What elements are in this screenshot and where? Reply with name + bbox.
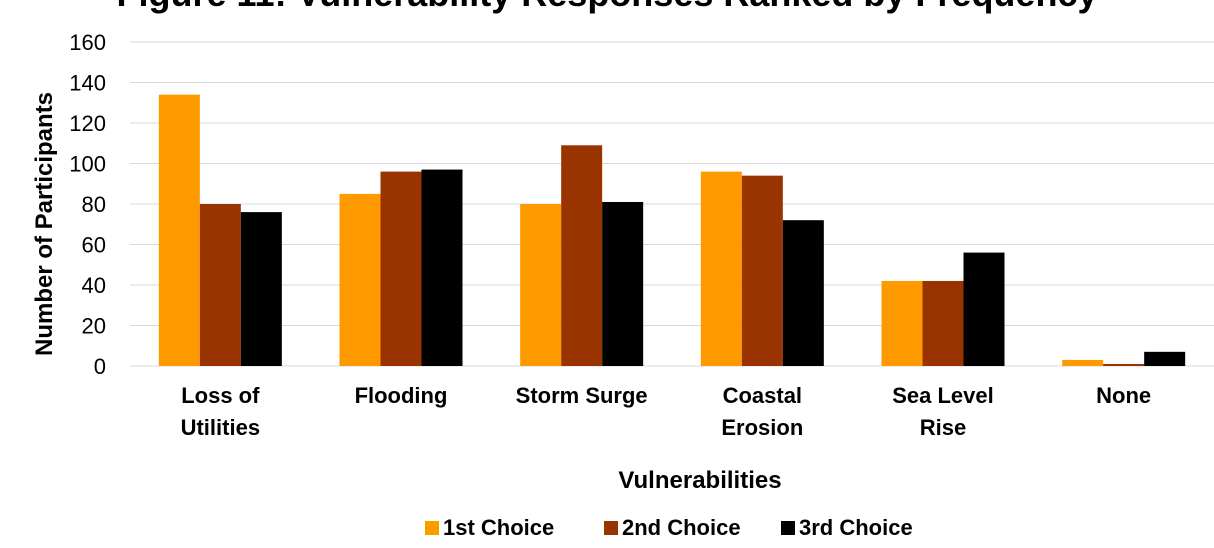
x-category-label-line: Erosion bbox=[721, 415, 803, 440]
y-tick-label: 40 bbox=[82, 273, 106, 298]
x-category-label-line: Rise bbox=[920, 415, 966, 440]
y-tick-labels: 0 20 40 60 80 100 120 140 160 bbox=[69, 30, 106, 379]
bar-3-3 bbox=[602, 201, 644, 366]
bar-3-1 bbox=[240, 212, 282, 366]
y-axis-title: Number of Participants bbox=[31, 92, 58, 356]
bar-2-4 bbox=[741, 175, 783, 366]
x-category-label-line: Sea Level bbox=[892, 383, 994, 408]
bar-3-2 bbox=[421, 169, 463, 366]
chart-title: Figure 11: Vulnerability Responses Ranke… bbox=[117, 0, 1098, 14]
bar-2-5 bbox=[922, 280, 964, 366]
y-tick-label: 100 bbox=[69, 152, 106, 177]
bar-1-1 bbox=[158, 94, 200, 367]
bar-2-6 bbox=[1103, 363, 1145, 366]
bar-1-4 bbox=[700, 171, 742, 366]
legend: 1st Choice 2nd Choice 3rd Choice bbox=[425, 515, 913, 540]
bar-3-6 bbox=[1144, 351, 1186, 366]
y-tick-label: 160 bbox=[69, 30, 106, 55]
x-category-label-line: Storm Surge bbox=[516, 383, 648, 408]
bar-2-2 bbox=[380, 171, 422, 366]
x-category-label: Loss of Utilities bbox=[181, 383, 261, 440]
x-axis-title: Vulnerabilities bbox=[618, 467, 781, 494]
legend-label: 1st Choice bbox=[443, 515, 554, 540]
bar-2-3 bbox=[561, 145, 603, 366]
x-category-label: Coastal Erosion bbox=[721, 383, 803, 440]
y-tick-label: 120 bbox=[69, 111, 106, 136]
bar-2-1 bbox=[199, 204, 241, 366]
bar-1-3 bbox=[520, 204, 562, 366]
x-category-label: Storm Surge bbox=[516, 383, 648, 408]
x-category-label-line: Utilities bbox=[181, 415, 260, 440]
x-category-label-line: None bbox=[1096, 383, 1151, 408]
bars bbox=[158, 94, 1186, 367]
bar-1-5 bbox=[881, 280, 923, 366]
x-category-label-line: Flooding bbox=[355, 383, 448, 408]
bar-1-2 bbox=[339, 193, 381, 366]
x-category-label: None bbox=[1096, 383, 1151, 408]
legend-swatch bbox=[425, 521, 439, 535]
legend-label: 3rd Choice bbox=[799, 515, 913, 540]
legend-swatch bbox=[781, 521, 795, 535]
bar-3-5 bbox=[963, 252, 1005, 366]
y-tick-label: 20 bbox=[82, 314, 106, 339]
x-category-labels: Loss of Utilities Flooding Storm Surge Coast… bbox=[181, 383, 1152, 440]
x-category-label: Sea Level Rise bbox=[892, 383, 994, 440]
gridlines bbox=[130, 41, 1214, 367]
x-category-label: Flooding bbox=[355, 383, 448, 408]
bar-1-6 bbox=[1062, 359, 1104, 366]
y-tick-label: 60 bbox=[82, 233, 106, 258]
legend-label: 2nd Choice bbox=[622, 515, 741, 540]
y-tick-label: 0 bbox=[94, 354, 106, 379]
y-tick-label: 80 bbox=[82, 192, 106, 217]
x-category-label-line: Loss of bbox=[181, 383, 260, 408]
x-category-label-line: Coastal bbox=[723, 383, 802, 408]
bar-3-4 bbox=[782, 220, 824, 366]
legend-swatch bbox=[604, 521, 618, 535]
y-tick-label: 140 bbox=[69, 71, 106, 96]
